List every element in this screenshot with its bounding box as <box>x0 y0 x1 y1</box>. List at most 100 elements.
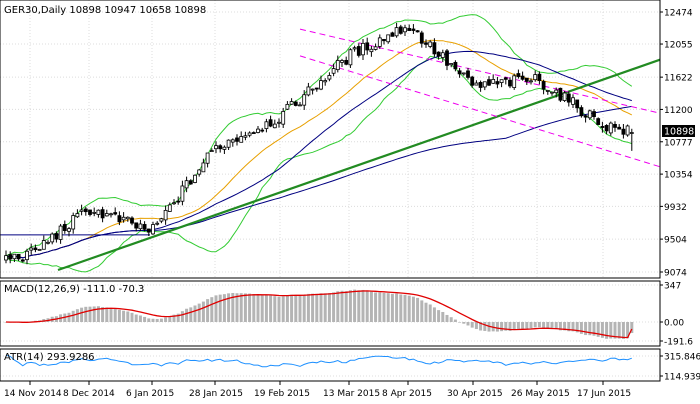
macd-bar <box>390 293 394 322</box>
candle-body <box>436 51 441 57</box>
macd-bar <box>84 306 88 322</box>
macd-signal-line <box>5 290 633 339</box>
macd-bar <box>273 296 277 322</box>
candle-body <box>180 185 185 202</box>
candle-body <box>264 121 269 130</box>
candle-body <box>167 204 172 212</box>
candle-body <box>268 119 273 127</box>
candle-body <box>571 97 575 105</box>
atr-y-axis: 315.8464 114.9393 <box>660 353 700 383</box>
macd-bar <box>252 294 256 322</box>
macd-bar <box>67 312 71 322</box>
macd-bar <box>176 313 180 322</box>
macd-bar <box>235 293 239 322</box>
candle-body <box>403 27 407 33</box>
candle-body <box>608 122 613 134</box>
macd-bar <box>617 322 621 339</box>
candle-body <box>491 79 496 84</box>
candle-body <box>432 42 437 55</box>
macd-bar <box>445 314 449 322</box>
candle-body <box>96 209 101 215</box>
macd-bar <box>386 293 390 322</box>
macd-bar <box>206 299 210 322</box>
macd-panel-frame <box>0 280 661 347</box>
candle-body <box>478 82 483 88</box>
macd-bar <box>222 294 226 322</box>
macd-bar <box>189 307 193 322</box>
candle-body <box>109 213 113 216</box>
candle-body <box>587 110 592 119</box>
y-tick-label: 9504 <box>664 236 687 246</box>
x-tick-label: 26 May 2015 <box>511 389 570 399</box>
candle-body <box>83 208 88 213</box>
x-tick-label: 30 Apr 2015 <box>447 389 503 399</box>
macd-bar <box>147 318 151 322</box>
candle-body <box>558 87 563 101</box>
macd-bar <box>256 294 260 322</box>
macd-bar <box>495 322 499 332</box>
candle-body <box>524 77 529 82</box>
macd-bar <box>332 292 336 322</box>
macd-bar <box>277 296 281 322</box>
candle-body <box>184 180 189 189</box>
macd-bar <box>466 322 470 326</box>
candle-body <box>243 135 248 138</box>
candle-body <box>125 216 130 220</box>
candle-body <box>230 139 235 143</box>
main-panel-frame <box>0 0 661 279</box>
macd-bar <box>424 302 428 322</box>
candle-body <box>537 73 542 81</box>
macd-bar <box>201 301 205 322</box>
candle-body <box>209 150 214 152</box>
candle-body <box>281 111 286 125</box>
candle-body <box>310 88 315 91</box>
candle-body <box>470 76 475 86</box>
candle-body <box>113 212 118 215</box>
candle-body <box>272 123 277 129</box>
candle-body <box>16 254 21 260</box>
macd-bar <box>357 290 361 322</box>
candle-body <box>575 99 580 109</box>
candle-body <box>424 42 428 45</box>
candle-body <box>440 52 445 58</box>
x-tick-label: 8 Apr 2015 <box>382 389 432 399</box>
macd-bar <box>374 292 378 322</box>
macd-bar <box>533 322 537 328</box>
y-tick-label: 114.9393 <box>664 373 700 383</box>
y-tick-label: 315.8464 <box>664 353 700 363</box>
candle-body <box>474 82 479 86</box>
macd-bar <box>369 291 373 322</box>
candle-body <box>579 107 584 117</box>
candle-body <box>306 86 311 96</box>
candle-body <box>356 46 361 56</box>
y-tick-label: 11200 <box>664 106 693 116</box>
candle-body <box>398 26 403 34</box>
macd-bar <box>575 322 579 333</box>
candle-body <box>41 240 46 250</box>
macd-bar <box>504 322 508 331</box>
y-tick-label: 9074 <box>664 269 687 279</box>
macd-bar <box>516 322 520 330</box>
candle-body <box>529 80 533 83</box>
candle-body <box>516 73 521 77</box>
macd-bar <box>407 295 411 322</box>
candle-body <box>361 42 365 56</box>
macd-bar <box>290 294 294 322</box>
macd-bar <box>214 295 218 322</box>
candle-body <box>617 126 622 130</box>
candle-body <box>365 42 370 51</box>
candles <box>4 22 634 265</box>
candle-body <box>550 91 554 94</box>
candle-body <box>71 215 76 230</box>
macd-bar <box>558 322 562 331</box>
candle-body <box>373 46 378 50</box>
macd-bar <box>281 296 285 322</box>
macd-bar <box>395 293 399 322</box>
candle-body <box>449 63 454 66</box>
candle-body <box>390 32 395 37</box>
candle-body <box>46 241 50 244</box>
macd-bar <box>458 322 462 323</box>
macd-bar <box>378 292 382 322</box>
macd-bar <box>248 293 252 322</box>
